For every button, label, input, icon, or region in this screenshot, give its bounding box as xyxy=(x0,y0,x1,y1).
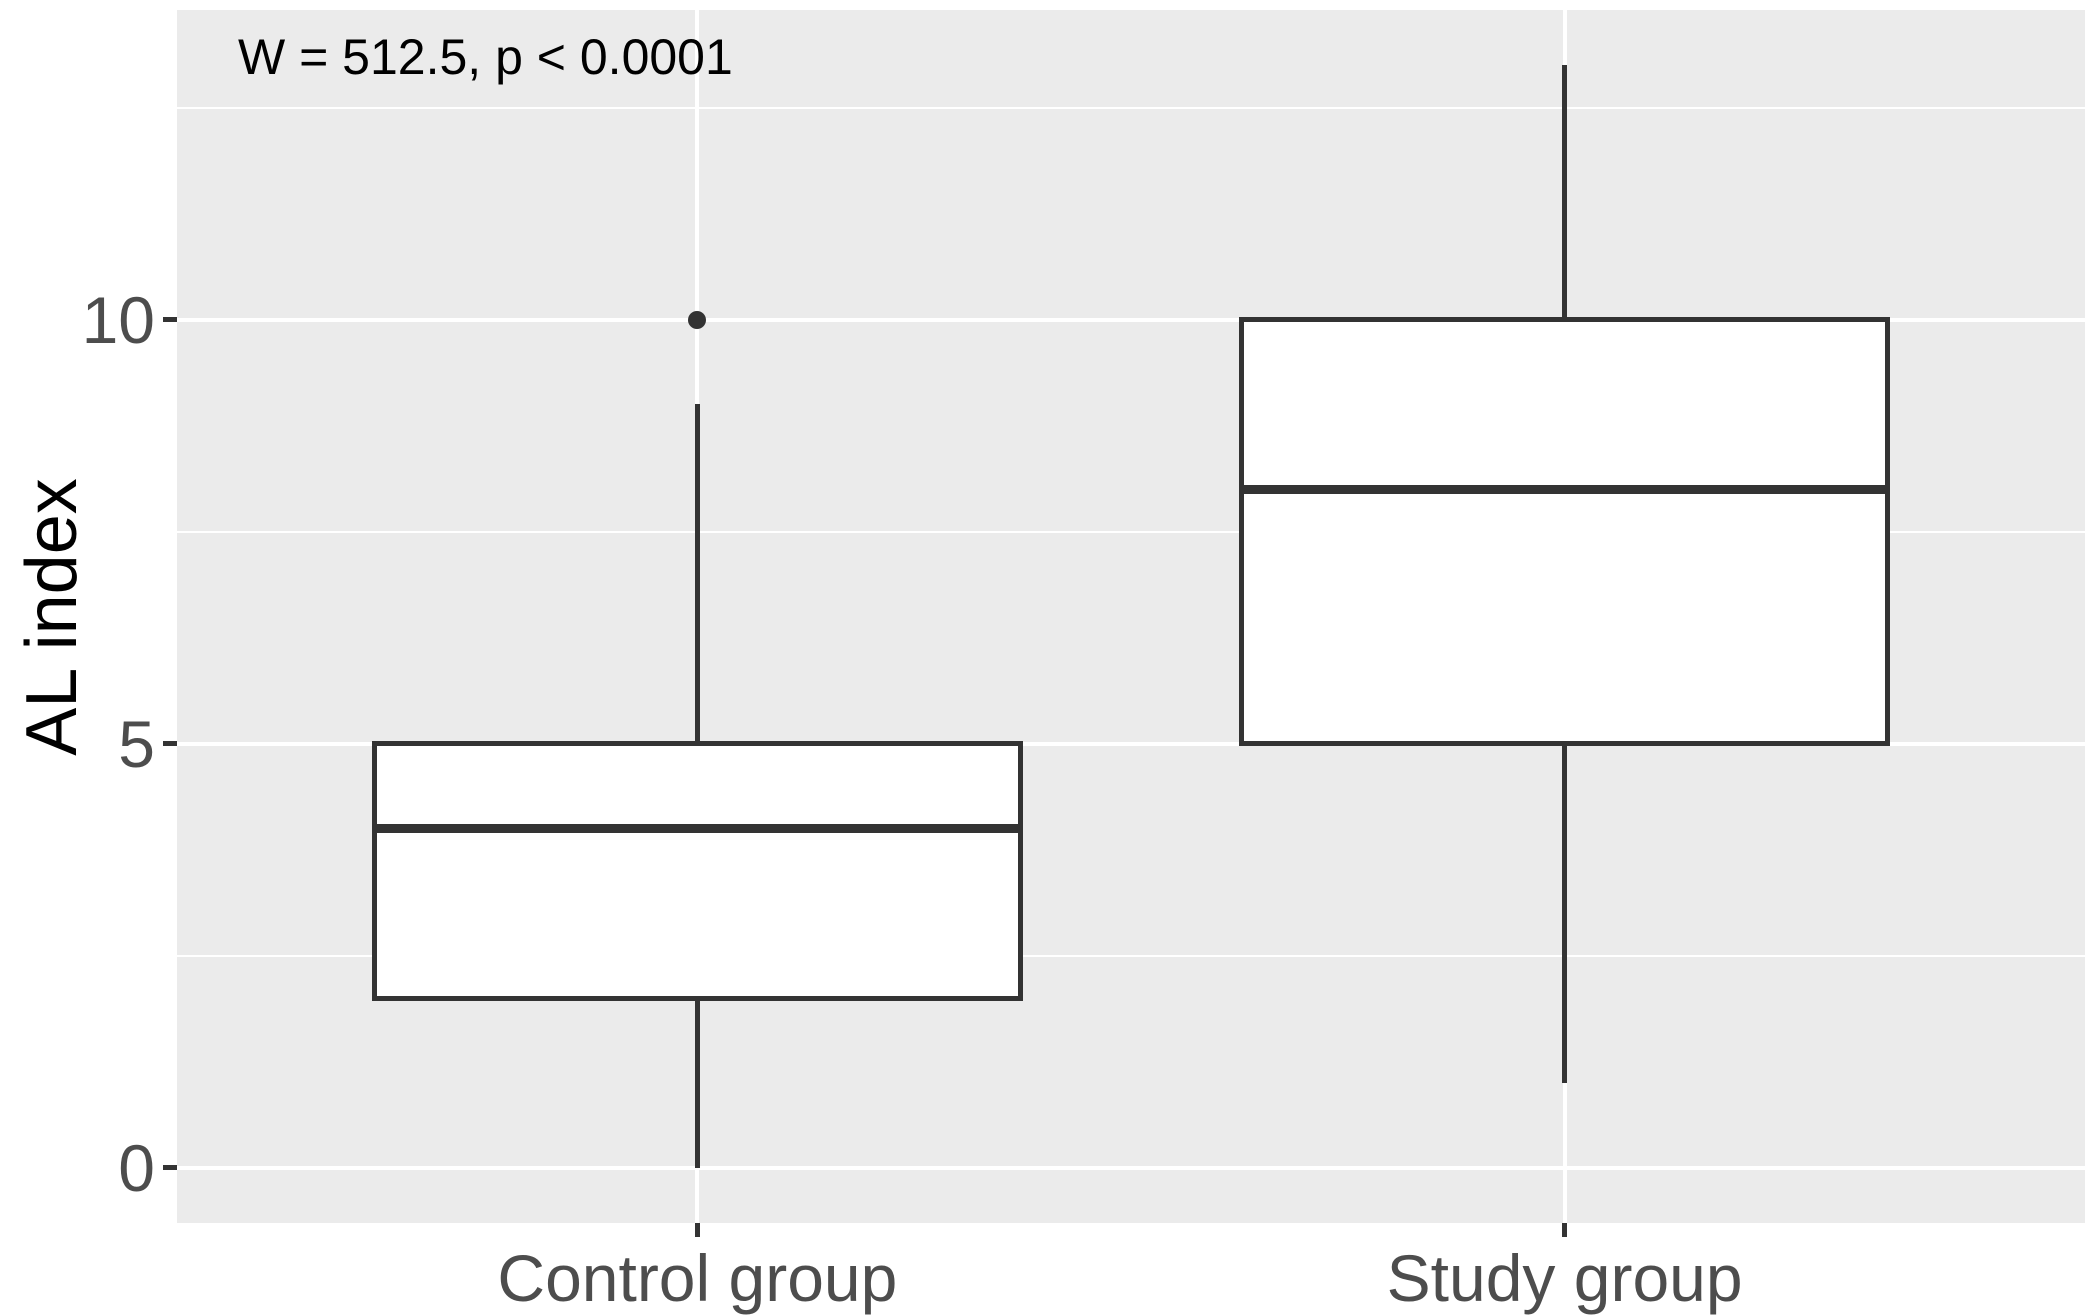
y-tick-mark xyxy=(163,317,177,323)
y-tick-mark xyxy=(163,741,177,747)
whisker-upper xyxy=(1562,65,1568,320)
stat-annotation: W = 512.5, p < 0.0001 xyxy=(238,29,733,85)
gridline-major xyxy=(177,1165,2085,1170)
gridline-major xyxy=(177,317,2085,322)
outlier-point xyxy=(688,310,707,329)
y-tick-label: 10 xyxy=(81,282,155,357)
x-tick-mark xyxy=(694,1223,700,1237)
gridline-major xyxy=(177,741,2085,746)
whisker-lower xyxy=(694,998,700,1168)
gridline-minor xyxy=(177,530,2085,533)
median-line xyxy=(1244,484,1885,494)
x-tick-label: Control group xyxy=(497,1241,898,1315)
whisker-lower xyxy=(1562,743,1568,1084)
median-line xyxy=(377,824,1018,834)
gridline-minor xyxy=(177,106,2085,109)
y-tick-label: 5 xyxy=(118,706,155,781)
x-tick-mark xyxy=(1562,1223,1568,1237)
box-iqr xyxy=(372,741,1023,1001)
box-iqr xyxy=(1239,317,1890,747)
x-tick-label: Study group xyxy=(1386,1241,1743,1315)
gridline-minor xyxy=(177,954,2085,957)
y-tick-mark xyxy=(163,1165,177,1171)
plot-panel xyxy=(177,10,2085,1223)
y-tick-label: 0 xyxy=(118,1130,155,1205)
whisker-upper xyxy=(694,404,700,744)
